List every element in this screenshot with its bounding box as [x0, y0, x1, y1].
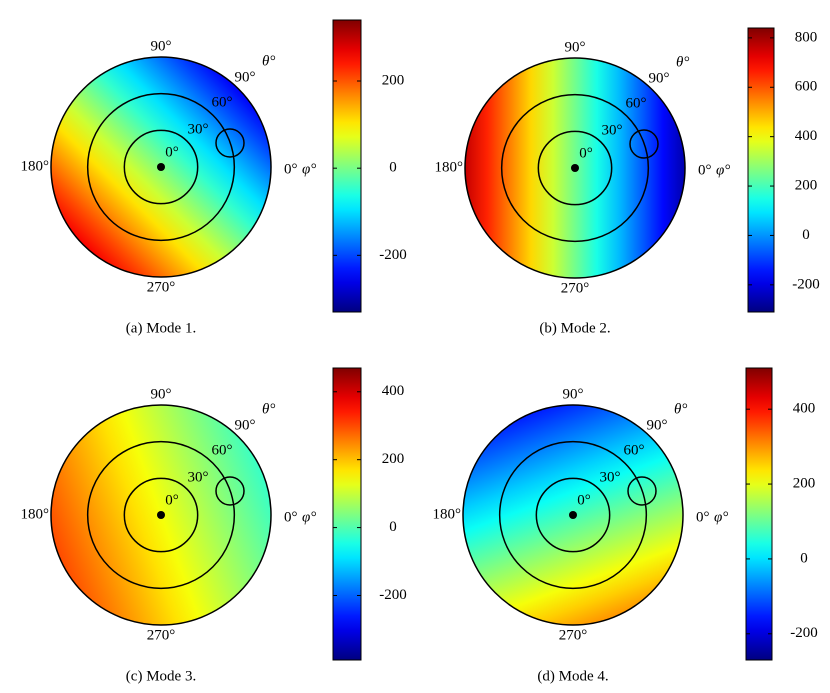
- angle-label: 90°: [151, 386, 172, 402]
- center-dot: [571, 164, 579, 172]
- theta-ring: [86, 92, 236, 242]
- colorbar-tick-label: -200: [790, 625, 818, 641]
- colorbar-tick-label: -200: [379, 247, 407, 263]
- theta-label: θ°: [676, 54, 689, 70]
- colorbar-tick-label: 600: [795, 79, 818, 95]
- angle-label: 90°: [151, 38, 172, 54]
- marker-circle: [627, 476, 657, 506]
- colorbar-tick-label: 200: [382, 451, 405, 467]
- center-dot: [157, 163, 165, 171]
- angle-label: 0°: [698, 162, 712, 178]
- theta-ring: [498, 440, 648, 590]
- radial-label: 0°: [165, 492, 179, 508]
- theta-ring: [123, 477, 199, 553]
- radial-label: 90°: [235, 69, 256, 85]
- theta-ring: [86, 440, 236, 590]
- theta-ring: [500, 93, 650, 243]
- angle-label: 180°: [21, 158, 50, 174]
- radial-label: 30°: [600, 469, 621, 485]
- marker-circle: [215, 128, 245, 158]
- radial-label: 90°: [649, 70, 670, 86]
- colorbar-tick-label: -200: [792, 276, 820, 292]
- caption: (a) Mode 1.: [126, 320, 196, 336]
- radial-label: 30°: [188, 121, 209, 137]
- colorbar-tick-label: 200: [793, 475, 816, 491]
- angle-label: 270°: [147, 627, 176, 643]
- colorbar-tick-label: 0: [389, 519, 397, 535]
- radial-label: 0°: [579, 145, 593, 161]
- colorbar: [332, 19, 362, 313]
- angle-label: 90°: [563, 386, 584, 402]
- angle-label: 90°: [565, 39, 586, 55]
- marker-circle: [215, 476, 245, 506]
- theta-label: θ°: [262, 401, 275, 417]
- radial-label: 30°: [188, 469, 209, 485]
- theta-label: θ°: [262, 53, 275, 69]
- angle-label: 270°: [561, 280, 590, 296]
- radial-label: 60°: [626, 95, 647, 111]
- angle-label: 180°: [435, 159, 464, 175]
- caption: (b) Mode 2.: [539, 320, 610, 336]
- marker-circle: [629, 129, 659, 159]
- colorbar-tick-label: 0: [800, 550, 808, 566]
- radial-label: 90°: [235, 417, 256, 433]
- center-dot: [157, 511, 165, 519]
- angle-label: 180°: [433, 506, 462, 522]
- colorbar-tick-label: 0: [802, 227, 810, 243]
- colorbar: [745, 367, 773, 661]
- theta-ring: [123, 129, 199, 205]
- radial-label: 30°: [602, 122, 623, 138]
- angle-label: 0°: [284, 509, 298, 525]
- caption: (c) Mode 3.: [126, 668, 196, 684]
- colorbar: [747, 27, 775, 313]
- phi-label: φ°: [302, 161, 316, 177]
- radial-label: 0°: [165, 144, 179, 160]
- radial-label: 90°: [647, 417, 668, 433]
- colorbar-tick-label: -200: [379, 587, 407, 603]
- colorbar-tick-label: 0: [389, 160, 397, 176]
- theta-label: θ°: [674, 401, 687, 417]
- angle-label: 180°: [21, 506, 50, 522]
- phi-label: φ°: [302, 509, 316, 525]
- theta-ring: [535, 477, 611, 553]
- caption: (d) Mode 4.: [537, 668, 608, 684]
- phi-label: φ°: [716, 162, 730, 178]
- colorbar-tick-label: 400: [793, 401, 816, 417]
- radial-label: 60°: [212, 94, 233, 110]
- colorbar-tick-label: 400: [795, 128, 818, 144]
- theta-ring: [537, 130, 613, 206]
- colorbar: [332, 367, 362, 661]
- angle-label: 0°: [696, 509, 710, 525]
- center-dot: [569, 511, 577, 519]
- colorbar-tick-label: 200: [795, 177, 818, 193]
- colorbar-tick-label: 200: [382, 72, 405, 88]
- angle-label: 270°: [559, 627, 588, 643]
- colorbar-tick-label: 400: [382, 383, 405, 399]
- angle-label: 270°: [147, 279, 176, 295]
- phi-label: φ°: [714, 509, 728, 525]
- angle-label: 0°: [284, 161, 298, 177]
- radial-label: 60°: [212, 442, 233, 458]
- radial-label: 60°: [624, 442, 645, 458]
- colorbar-tick-label: 800: [795, 29, 818, 45]
- radial-label: 0°: [577, 492, 591, 508]
